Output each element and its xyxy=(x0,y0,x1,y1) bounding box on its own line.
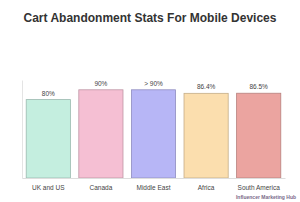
bar xyxy=(131,90,175,178)
x-tick-label: South America xyxy=(238,184,281,191)
data-label: 80% xyxy=(42,90,55,97)
data-labels: 80% 90% > 90% 86.4% 86.5% xyxy=(42,80,268,97)
x-axis-line xyxy=(23,178,286,179)
x-tick: Middle East xyxy=(137,178,171,191)
y-axis-line xyxy=(22,81,23,179)
x-tick-label: Canada xyxy=(90,184,113,191)
data-label: 86.5% xyxy=(249,83,268,90)
data-label: 90% xyxy=(94,80,107,87)
y-axis xyxy=(22,81,23,179)
data-label: 86.4% xyxy=(197,83,216,90)
x-tick-label: Africa xyxy=(198,184,215,191)
data-label: > 90% xyxy=(144,80,163,87)
background xyxy=(0,0,300,202)
bar xyxy=(79,90,123,178)
x-tick: UK and US xyxy=(32,178,65,191)
bar xyxy=(26,100,70,178)
bar xyxy=(237,93,281,178)
bar xyxy=(184,93,228,178)
x-tick: Canada xyxy=(90,178,113,191)
bars xyxy=(26,90,281,178)
annotation: Influencer Marketing Hub xyxy=(236,194,296,200)
title: Cart Abandonment Stats For Mobile Device… xyxy=(24,11,277,25)
x-tick: South America xyxy=(238,178,281,191)
x-tick: Africa xyxy=(198,178,215,191)
x-tick-label: Middle East xyxy=(137,184,171,191)
x-tick-label: UK and US xyxy=(32,184,65,191)
chart: Cart Abandonment Stats For Mobile Device… xyxy=(0,0,300,202)
x-axis: UK and US Canada Middle East Africa South Am… xyxy=(23,178,286,191)
